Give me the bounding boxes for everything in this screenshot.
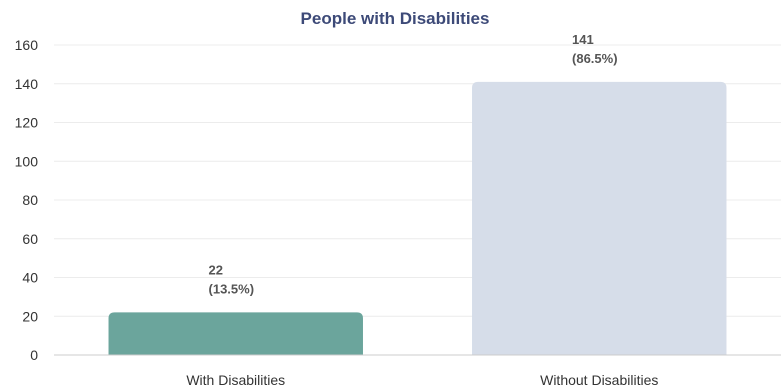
data-label: 22 xyxy=(209,262,223,277)
y-axis-ticks: 0 20 40 60 80 100 120 140 160 xyxy=(15,37,39,363)
bar-2 xyxy=(472,81,727,355)
y-tick-label: 100 xyxy=(15,153,39,169)
y-tick-label: 120 xyxy=(15,115,39,131)
data-label: (13.5%) xyxy=(209,281,255,296)
gridlines xyxy=(54,44,781,317)
y-tick-label: 140 xyxy=(15,76,39,92)
chart-title: People with Disabilities xyxy=(301,9,490,28)
x-category-label: With Disabilities xyxy=(186,372,285,388)
y-tick-label: 160 xyxy=(15,37,39,53)
bar-1 xyxy=(108,312,363,355)
bars xyxy=(108,81,727,355)
y-tick-label: 40 xyxy=(22,270,38,286)
y-tick-label: 20 xyxy=(22,308,38,324)
data-label: (86.5%) xyxy=(572,51,618,66)
data-labels: 22 (13.5%) 141 (86.5%) xyxy=(209,32,618,297)
y-tick-label: 80 xyxy=(22,192,38,208)
y-tick-label: 0 xyxy=(30,347,38,363)
data-label: 141 xyxy=(572,32,594,47)
y-tick-label: 60 xyxy=(22,231,38,247)
x-category-label: Without Disabilities xyxy=(540,372,658,388)
x-axis-categories: With Disabilities Without Disabilities xyxy=(186,372,658,388)
